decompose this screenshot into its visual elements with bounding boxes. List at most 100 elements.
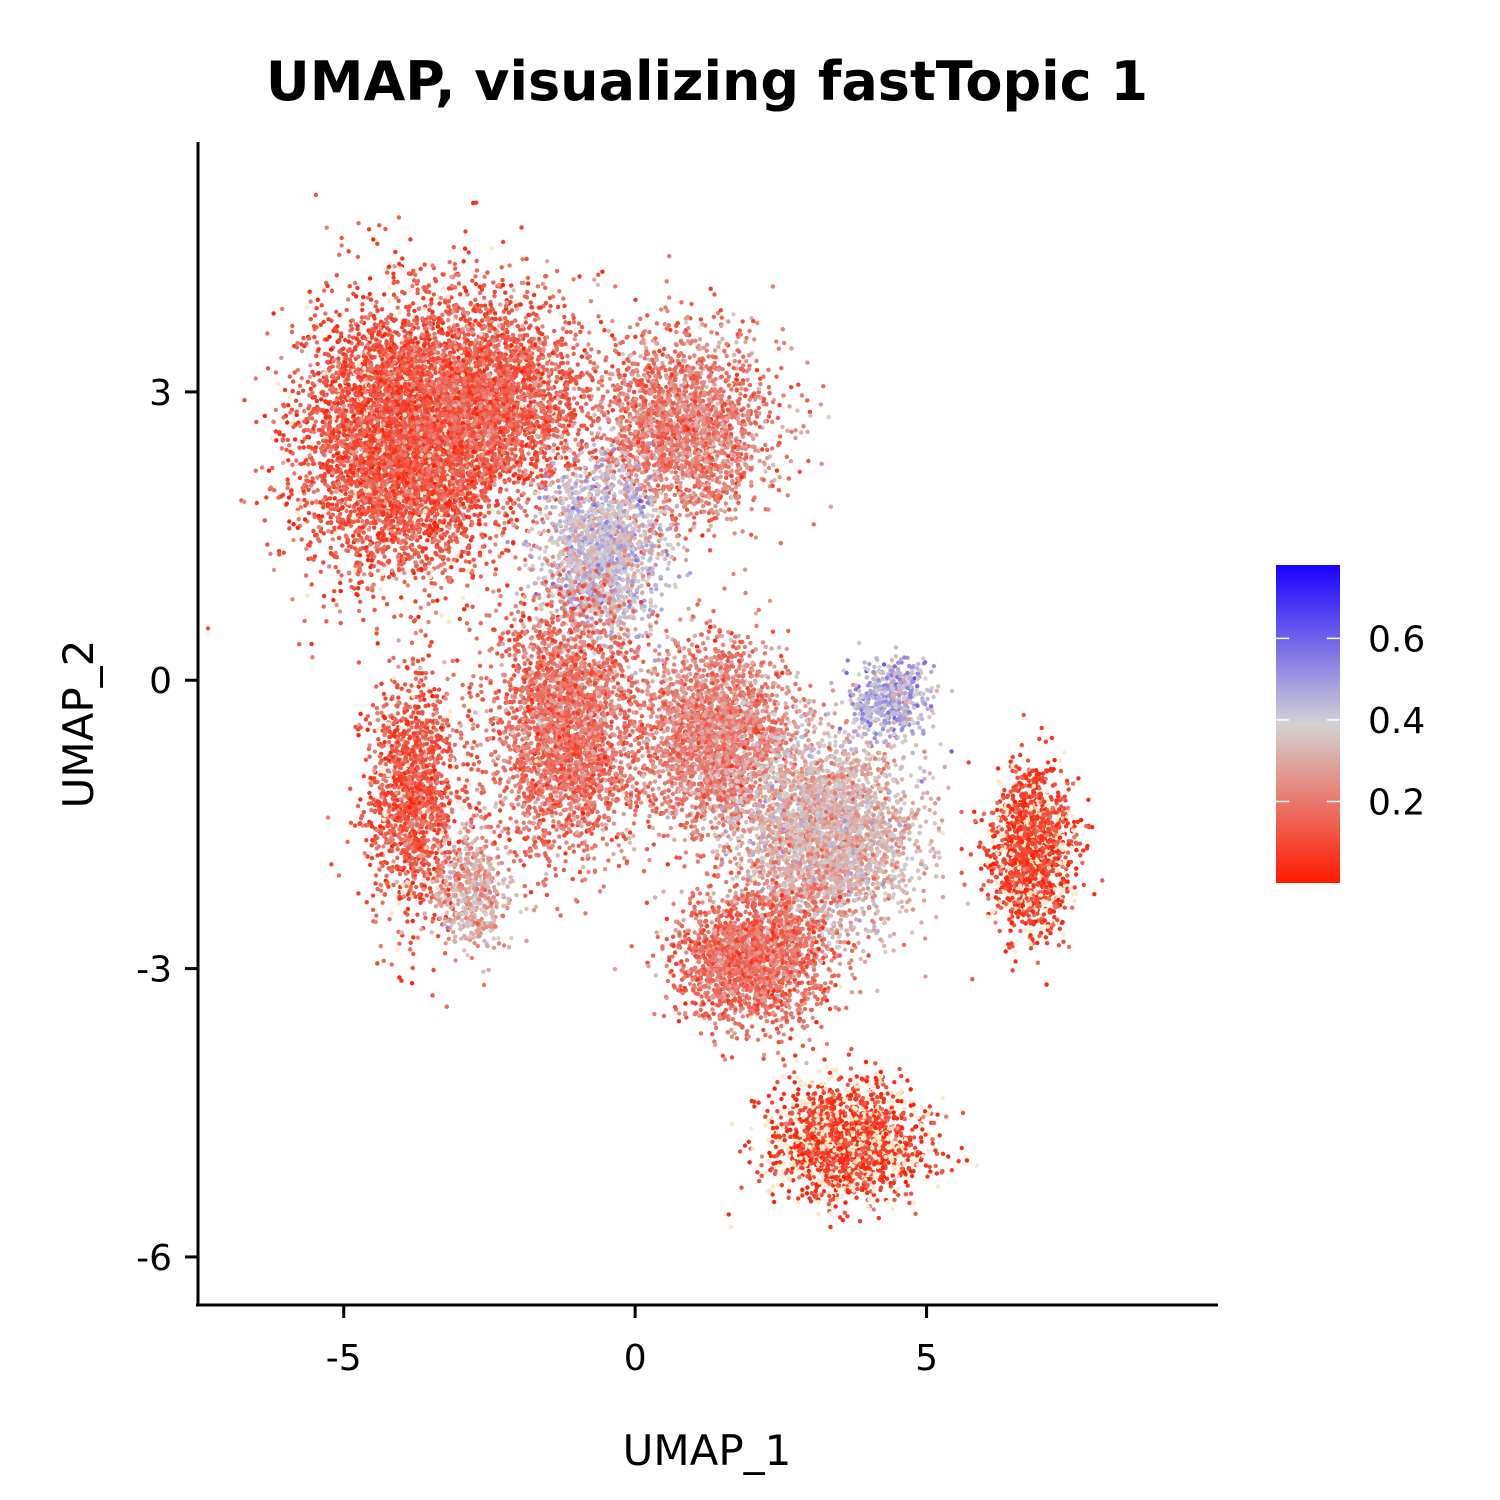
data-point	[337, 536, 341, 540]
data-point	[366, 296, 370, 300]
data-point	[281, 415, 285, 419]
data-point	[384, 537, 388, 541]
data-point	[398, 480, 402, 484]
data-point	[493, 572, 497, 576]
data-point	[265, 331, 269, 335]
data-point	[427, 337, 431, 341]
data-point	[288, 374, 292, 378]
data-point	[377, 461, 381, 465]
data-point	[322, 288, 326, 292]
data-point	[325, 484, 329, 488]
data-point	[473, 564, 477, 568]
data-point	[319, 323, 323, 327]
data-point	[315, 399, 319, 403]
data-point	[365, 521, 369, 525]
data-point	[356, 255, 360, 259]
data-point	[308, 290, 312, 294]
data-point	[372, 526, 376, 530]
data-point	[439, 458, 443, 462]
data-point	[298, 403, 302, 407]
data-point	[367, 360, 371, 364]
data-point	[331, 359, 335, 363]
data-point	[341, 400, 345, 404]
data-point	[448, 576, 452, 580]
data-point	[428, 357, 432, 361]
data-point	[493, 521, 497, 525]
data-point	[329, 546, 333, 550]
data-point	[355, 286, 359, 290]
data-point	[397, 562, 401, 566]
data-point	[266, 366, 270, 370]
data-point	[433, 551, 437, 555]
data-point	[439, 524, 443, 528]
data-point	[361, 445, 365, 449]
data-point	[409, 494, 413, 498]
data-point	[374, 304, 378, 308]
data-point	[311, 462, 315, 466]
data-point	[467, 498, 471, 502]
data-point	[408, 501, 412, 505]
data-point	[290, 324, 294, 328]
data-point	[285, 420, 289, 424]
data-point	[312, 490, 316, 494]
data-point	[396, 638, 400, 642]
data-point	[306, 543, 310, 547]
data-point	[291, 522, 295, 526]
data-point	[347, 571, 351, 575]
data-point	[491, 559, 495, 563]
data-point	[332, 417, 336, 421]
data-point	[399, 389, 403, 393]
data-point	[483, 522, 487, 526]
data-point	[421, 368, 425, 372]
data-point	[406, 583, 410, 587]
data-point	[372, 608, 376, 612]
data-point	[322, 604, 326, 608]
data-point	[264, 495, 268, 499]
data-point	[413, 576, 417, 580]
data-point	[376, 435, 380, 439]
data-point	[325, 284, 329, 288]
data-point	[429, 518, 433, 522]
data-point	[401, 557, 405, 561]
data-point	[267, 469, 271, 473]
data-point	[324, 619, 328, 623]
data-point	[290, 463, 294, 467]
data-point	[390, 529, 394, 533]
data-point	[336, 424, 340, 428]
data-point	[436, 565, 440, 569]
data-point	[309, 317, 313, 321]
data-point	[372, 555, 376, 559]
data-point	[340, 444, 344, 448]
data-point	[260, 465, 264, 469]
data-point	[402, 319, 406, 323]
data-point	[376, 332, 380, 336]
data-point	[374, 300, 378, 304]
data-point	[467, 560, 471, 564]
data-point	[398, 464, 402, 468]
data-point	[263, 518, 267, 522]
data-point	[391, 382, 395, 386]
data-point	[407, 271, 411, 275]
data-point	[352, 586, 356, 590]
data-point	[428, 575, 432, 579]
data-point	[387, 299, 391, 303]
data-point	[406, 553, 410, 557]
data-point	[286, 482, 290, 486]
data-point	[493, 542, 497, 546]
data-point	[381, 322, 385, 326]
data-point	[433, 517, 437, 521]
data-point	[365, 549, 369, 553]
data-point	[384, 465, 388, 469]
data-point	[445, 466, 449, 470]
data-point	[289, 488, 293, 492]
data-point	[394, 346, 398, 350]
data-point	[449, 565, 453, 569]
data-point	[437, 301, 441, 305]
data-point	[340, 236, 344, 240]
data-point	[351, 414, 355, 418]
data-point	[453, 262, 457, 266]
data-point	[286, 438, 290, 442]
data-point	[346, 549, 350, 553]
data-point	[318, 461, 322, 465]
